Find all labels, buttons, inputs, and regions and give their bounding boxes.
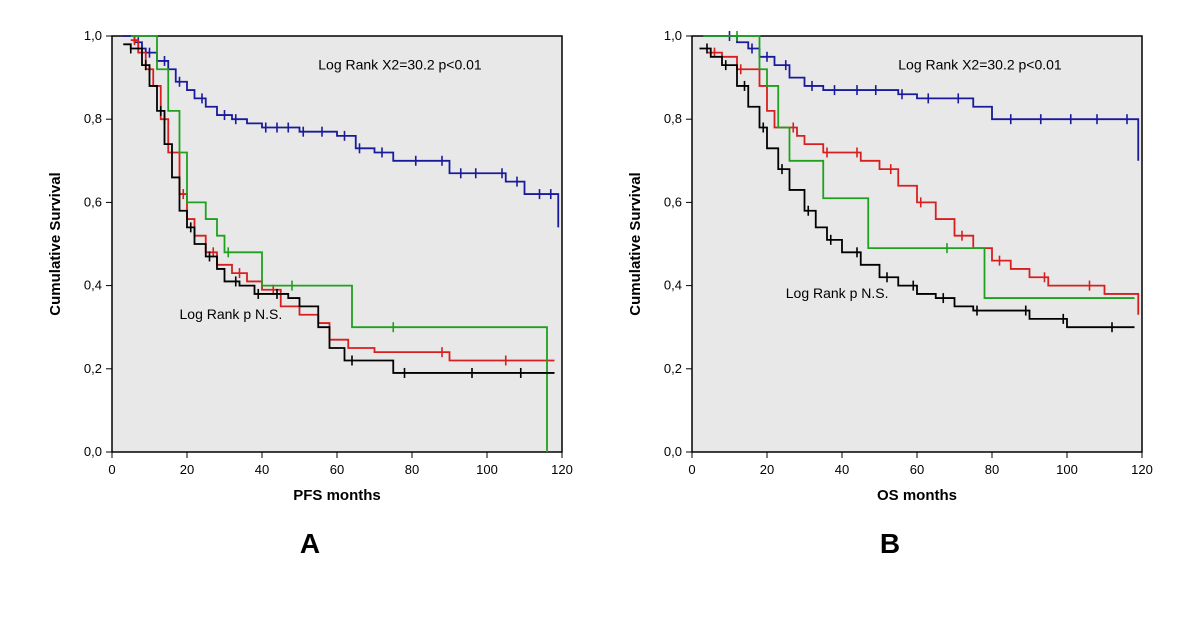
y-tick-label: 1,0 — [664, 28, 682, 43]
y-tick-label: 1,0 — [84, 28, 102, 43]
x-tick-label: 100 — [1056, 462, 1078, 477]
annotation-top: Log Rank X2=30.2 p<0.01 — [898, 56, 1062, 72]
y-tick-label: 0,8 — [84, 111, 102, 126]
panel-a: 0 20 40 60 80 100 120 0,0 0,2 0,4 0,6 0,8 1,0 Cumulat… — [40, 20, 580, 560]
x-tick-label: 0 — [108, 462, 115, 477]
panel-letter-b: B — [620, 528, 1160, 560]
y-tick-label: 0,2 — [84, 361, 102, 376]
y-tick-label: 0,0 — [664, 444, 682, 459]
y-tick-label: 0,4 — [664, 278, 682, 293]
chart-b: 0 20 40 60 80 100 120 0,0 0,2 0,4 0,6 0,8 1,0 Cumulat… — [620, 20, 1160, 520]
x-axis-label: OS months — [877, 487, 957, 504]
figure-container: 0 20 40 60 80 100 120 0,0 0,2 0,4 0,6 0,8 1,0 Cumulat… — [20, 20, 1180, 560]
y-tick-label: 0,6 — [664, 194, 682, 209]
panel-b: 0 20 40 60 80 100 120 0,0 0,2 0,4 0,6 0,8 1,0 Cumulat… — [620, 20, 1160, 560]
x-tick-label: 80 — [405, 462, 419, 477]
chart-a: 0 20 40 60 80 100 120 0,0 0,2 0,4 0,6 0,8 1,0 Cumulat… — [40, 20, 580, 520]
annotation-mid: Log Rank p N.S. — [786, 285, 889, 301]
x-tick-label: 0 — [688, 462, 695, 477]
y-tick-label: 0,8 — [664, 111, 682, 126]
x-tick-label: 20 — [760, 462, 774, 477]
x-tick-label: 20 — [180, 462, 194, 477]
y-tick-label: 0,2 — [664, 361, 682, 376]
y-tick-label: 0,0 — [84, 444, 102, 459]
x-tick-label: 120 — [551, 462, 573, 477]
x-tick-label: 100 — [476, 462, 498, 477]
y-axis-label: Cumulative Survival — [627, 172, 644, 315]
annotation-top: Log Rank X2=30.2 p<0.01 — [318, 56, 482, 72]
x-tick-label: 60 — [910, 462, 924, 477]
y-tick-label: 0,6 — [84, 194, 102, 209]
x-tick-label: 120 — [1131, 462, 1153, 477]
x-tick-label: 60 — [330, 462, 344, 477]
panel-letter-a: A — [40, 528, 580, 560]
x-tick-label: 80 — [985, 462, 999, 477]
x-tick-label: 40 — [835, 462, 849, 477]
x-tick-label: 40 — [255, 462, 269, 477]
plot-bg — [112, 36, 562, 452]
y-tick-label: 0,4 — [84, 278, 102, 293]
annotation-mid: Log Rank p N.S. — [180, 306, 283, 322]
x-axis-label: PFS months — [293, 487, 381, 504]
y-axis-label: Cumulative Survival — [47, 172, 64, 315]
